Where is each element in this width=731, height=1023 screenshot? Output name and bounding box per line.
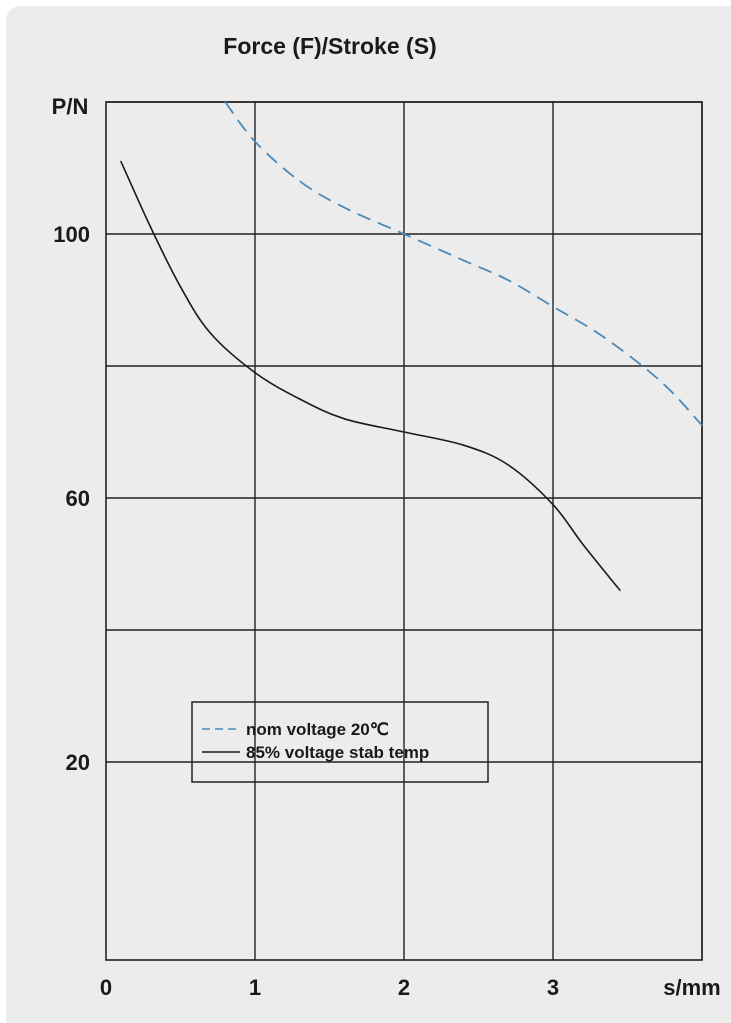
series-point: [254, 371, 256, 374]
y-tick-label: 100: [53, 222, 90, 247]
series-point: [403, 431, 405, 433]
series-lines: [120, 101, 703, 592]
series-point: [343, 206, 346, 209]
series-point: [120, 160, 122, 163]
legend-box: [191, 701, 489, 783]
series-point: [149, 226, 152, 229]
series-point: [641, 365, 644, 367]
series-point: [582, 543, 584, 545]
x-tick-label: 2: [398, 975, 410, 1000]
series-point: [462, 259, 465, 262]
tick-labels: 0 1 2 3 20 60 100: [53, 222, 559, 1000]
series-line-85-voltage: [120, 161, 621, 591]
x-tick-label: 0: [100, 975, 112, 1000]
series-point: [209, 332, 212, 334]
y-tick-label: 60: [66, 486, 90, 511]
chart-title: Force (F)/Stroke (S): [223, 33, 436, 59]
y-tick-label: 20: [66, 750, 90, 775]
series-line-nom-voltage: [224, 101, 703, 427]
series-point: [552, 305, 554, 308]
series-point: [254, 140, 256, 143]
series-point: [507, 279, 510, 282]
x-axis-label: s/mm: [663, 975, 720, 1000]
series-point: [179, 286, 182, 288]
legend-label-85-voltage: 85% voltage stab temp: [246, 743, 429, 762]
series-point: [507, 464, 510, 466]
series-point: [298, 180, 301, 182]
y-axis-label: P/N: [52, 94, 89, 119]
series-point: [671, 391, 673, 394]
series-point: [462, 444, 465, 447]
series-point: [701, 424, 703, 427]
legend: nom voltage 20℃ 85% voltage stab temp: [191, 701, 489, 783]
series-point: [298, 398, 301, 400]
series-point: [596, 332, 599, 334]
series-point: [224, 101, 226, 103]
series-point: [403, 233, 405, 235]
legend-label-nom-voltage: nom voltage 20℃: [246, 720, 389, 739]
x-tick-label: 1: [249, 975, 261, 1000]
x-tick-label: 3: [547, 975, 559, 1000]
series-point: [619, 589, 621, 592]
series-point: [552, 503, 554, 506]
grid: [105, 101, 703, 961]
series-point: [343, 418, 346, 420]
